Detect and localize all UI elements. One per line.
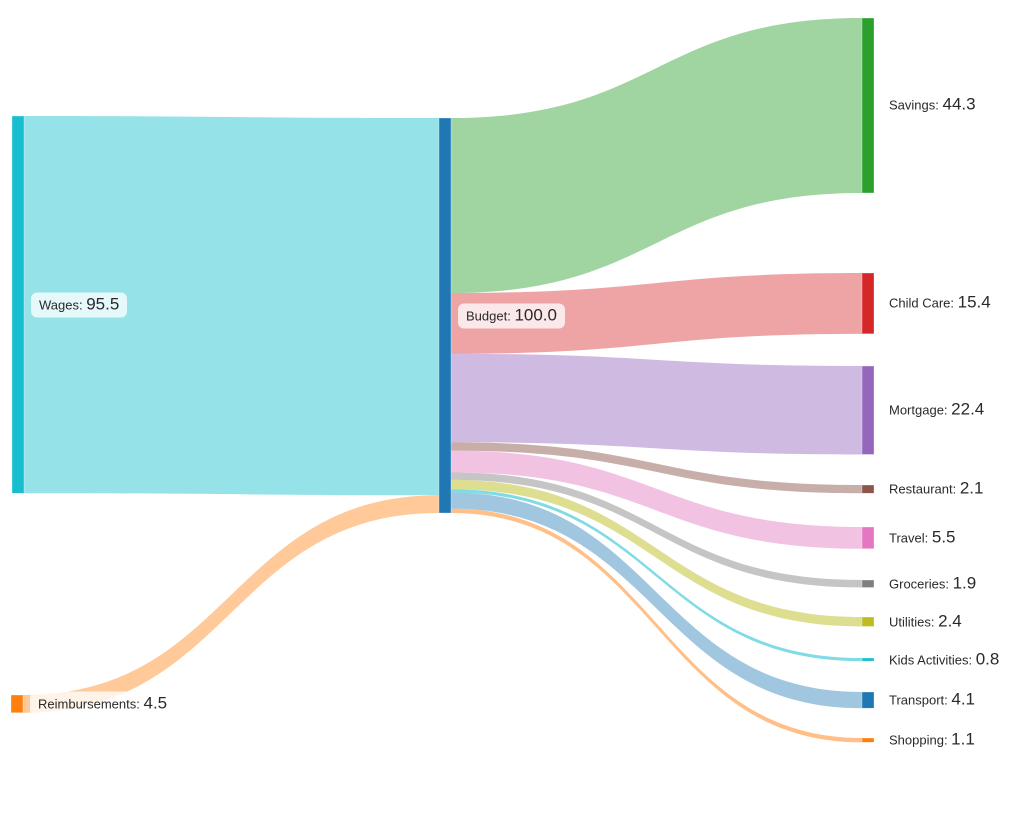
sankey-node-restaurant[interactable] <box>861 484 875 494</box>
sankey-node-groceries[interactable] <box>861 579 875 588</box>
sankey-node-kids-activities[interactable] <box>861 657 875 662</box>
sankey-link-budget-to-savings[interactable] <box>451 18 862 293</box>
sankey-link-budget-to-travel[interactable] <box>451 450 862 549</box>
sankey-link-budget-to-groceries[interactable] <box>451 472 862 588</box>
sankey-node-budget[interactable] <box>438 117 452 514</box>
sankey-link-budget-to-mortgage[interactable] <box>451 353 862 455</box>
sankey-link-budget-to-restaurant[interactable] <box>451 442 862 494</box>
sankey-node-mortgage[interactable] <box>861 365 875 455</box>
sankey-node-child-care[interactable] <box>861 272 875 335</box>
sankey-node-transport[interactable] <box>861 691 875 709</box>
sankey-link-budget-to-kids-activities[interactable] <box>451 489 862 662</box>
sankey-link-wages-to-budget[interactable] <box>24 116 439 496</box>
sankey-node-savings[interactable] <box>861 17 875 194</box>
sankey-node-travel[interactable] <box>861 526 875 549</box>
sankey-link-budget-to-transport[interactable] <box>451 492 862 709</box>
sankey-node-wages[interactable] <box>11 115 25 494</box>
sankey-link-reimbursements-to-budget[interactable] <box>23 495 439 713</box>
sankey-link-budget-to-shopping[interactable] <box>451 508 862 743</box>
sankey-node-reimbursements[interactable] <box>10 694 24 714</box>
sankey-node-shopping[interactable] <box>861 737 875 743</box>
sankey-link-budget-to-child-care[interactable] <box>451 273 862 354</box>
sankey-node-utilities[interactable] <box>861 616 875 627</box>
sankey-link-budget-to-utilities[interactable] <box>451 479 862 627</box>
